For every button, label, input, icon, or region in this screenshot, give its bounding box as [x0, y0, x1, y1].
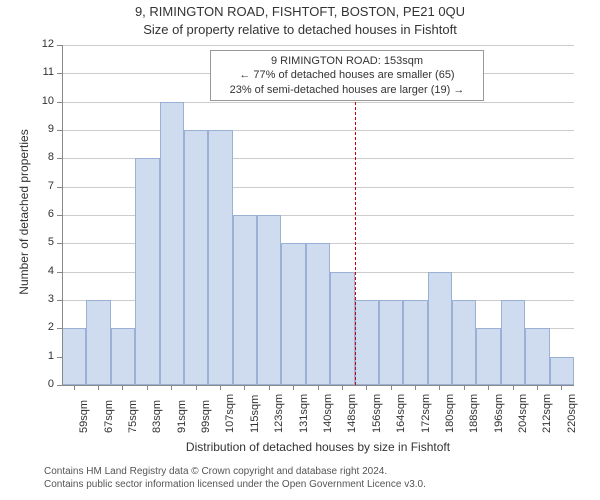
y-tick-label: 9	[32, 123, 54, 135]
chart-title: 9, RIMINGTON ROAD, FISHTOFT, BOSTON, PE2…	[0, 4, 600, 19]
histogram-bar	[160, 102, 184, 385]
histogram-bar	[184, 130, 208, 385]
x-tick-label: 212sqm	[541, 394, 553, 433]
annotation-box: 9 RIMINGTON ROAD: 153sqm ← 77% of detach…	[210, 50, 484, 101]
y-tick-label: 7	[32, 180, 54, 192]
histogram-bar	[379, 300, 403, 385]
gridline	[62, 45, 574, 46]
x-tick-label: 196sqm	[493, 394, 505, 433]
x-tick-label: 140sqm	[322, 394, 334, 433]
x-tick-label: 123sqm	[273, 394, 285, 433]
y-tick-label: 6	[32, 208, 54, 220]
x-tick-label: 172sqm	[420, 394, 432, 433]
histogram-bar	[330, 272, 354, 385]
x-tick-label: 180sqm	[444, 394, 456, 433]
x-tick-label: 164sqm	[395, 394, 407, 433]
x-tick-label: 99sqm	[200, 400, 212, 433]
y-tick-label: 4	[32, 265, 54, 277]
x-tick-label: 156sqm	[371, 394, 383, 433]
histogram-bar	[62, 328, 86, 385]
x-tick-label: 59sqm	[78, 400, 90, 433]
histogram-bar	[476, 328, 500, 385]
annotation-line3: 23% of semi-detached houses are larger (…	[217, 83, 477, 97]
histogram-bar	[403, 300, 427, 385]
x-axis-line	[62, 385, 574, 386]
y-tick-label: 1	[32, 350, 54, 362]
x-tick-label: 107sqm	[224, 394, 236, 433]
x-axis-title: Distribution of detached houses by size …	[62, 440, 574, 454]
histogram-bar	[306, 243, 330, 385]
x-tick-label: 91sqm	[176, 400, 188, 433]
histogram-bar	[525, 328, 549, 385]
y-axis-line	[62, 45, 63, 385]
y-tick-label: 5	[32, 236, 54, 248]
histogram-bar	[257, 215, 281, 385]
y-tick-label: 11	[32, 66, 54, 78]
reference-line	[355, 102, 356, 385]
histogram-bar	[86, 300, 110, 385]
gridline	[62, 130, 574, 131]
y-tick-label: 2	[32, 321, 54, 333]
y-tick-label: 12	[32, 38, 54, 50]
attribution-text: Contains HM Land Registry data © Crown c…	[44, 465, 426, 491]
y-tick-label: 10	[32, 95, 54, 107]
histogram-bar	[550, 357, 574, 385]
annotation-line1: 9 RIMINGTON ROAD: 153sqm	[217, 54, 477, 68]
x-tick-label: 204sqm	[517, 394, 529, 433]
attribution-line1: Contains HM Land Registry data © Crown c…	[44, 465, 426, 478]
annotation-line2: ← 77% of detached houses are smaller (65…	[217, 68, 477, 82]
histogram-bar	[233, 215, 257, 385]
x-tick-label: 83sqm	[151, 400, 163, 433]
x-tick-label: 188sqm	[468, 394, 480, 433]
x-tick-label: 75sqm	[127, 400, 139, 433]
x-tick-label: 115sqm	[249, 395, 261, 433]
histogram-bar	[208, 130, 232, 385]
y-axis-title: Number of detached properties	[17, 112, 31, 312]
x-tick-label: 67sqm	[103, 400, 115, 433]
x-tick-label: 148sqm	[346, 394, 358, 433]
histogram-bar	[428, 272, 452, 385]
histogram-bar	[135, 158, 159, 385]
x-tick-label: 220sqm	[566, 394, 578, 433]
histogram-bar	[281, 243, 305, 385]
attribution-line2: Contains public sector information licen…	[44, 478, 426, 491]
chart-subtitle: Size of property relative to detached ho…	[0, 22, 600, 37]
y-tick-label: 3	[32, 293, 54, 305]
histogram-bar	[111, 328, 135, 385]
histogram-bar	[355, 300, 379, 385]
histogram-bar	[501, 300, 525, 385]
histogram-bar	[452, 300, 476, 385]
y-tick-label: 0	[32, 378, 54, 390]
x-tick-label: 131sqm	[298, 394, 310, 433]
chart-container: 9, RIMINGTON ROAD, FISHTOFT, BOSTON, PE2…	[0, 0, 600, 500]
gridline	[62, 102, 574, 103]
y-tick-label: 8	[32, 151, 54, 163]
